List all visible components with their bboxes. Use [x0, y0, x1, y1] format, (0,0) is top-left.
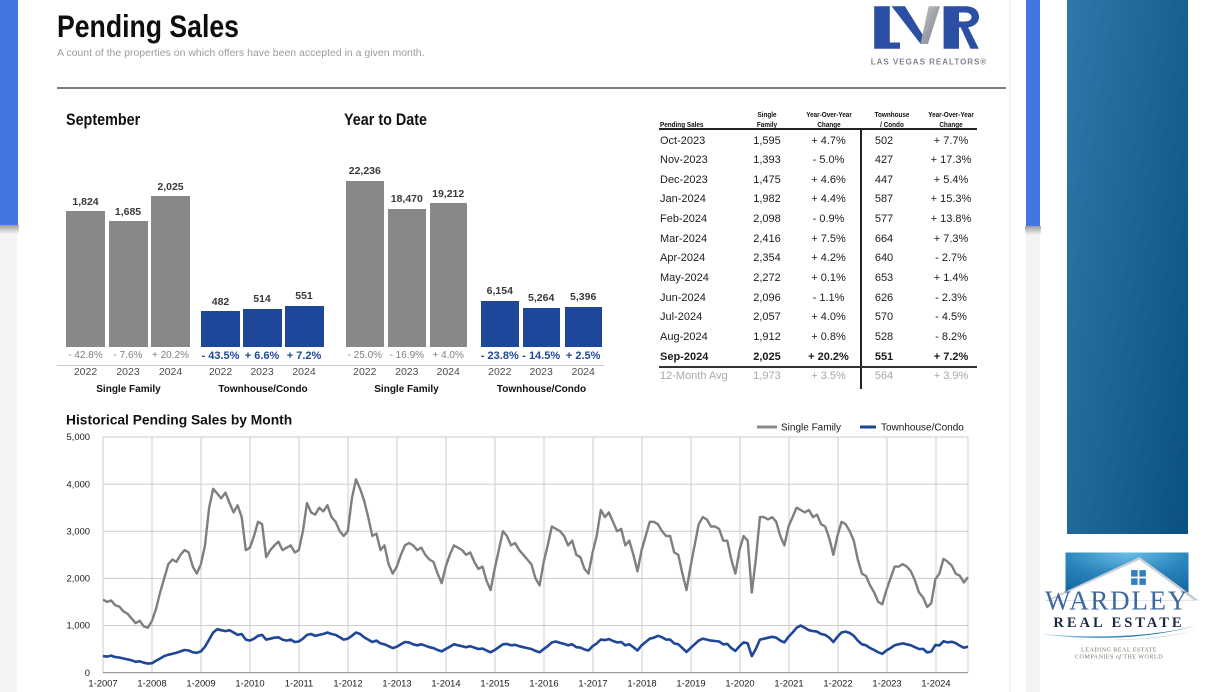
svg-text:WARDLEY: WARDLEY — [1045, 586, 1189, 616]
svg-text:1,000: 1,000 — [67, 620, 90, 631]
svg-text:1-2007: 1-2007 — [88, 678, 117, 689]
svg-text:1-2012: 1-2012 — [333, 678, 362, 689]
svg-text:Historical Pending Sales by Mo: Historical Pending Sales by Month — [66, 413, 292, 428]
svg-text:1-2008: 1-2008 — [137, 678, 166, 689]
svg-text:1-2018: 1-2018 — [627, 678, 656, 689]
svg-text:LEADING REAL ESTATE: LEADING REAL ESTATE — [1081, 647, 1157, 654]
svg-text:1-2023: 1-2023 — [872, 678, 901, 689]
svg-text:Townhouse/Condo: Townhouse/Condo — [881, 423, 964, 434]
svg-text:1-2010: 1-2010 — [235, 678, 264, 689]
svg-text:Single Family: Single Family — [781, 423, 841, 434]
svg-text:1-2024: 1-2024 — [921, 678, 950, 689]
svg-text:3,000: 3,000 — [67, 525, 90, 536]
svg-text:1-2021: 1-2021 — [774, 678, 803, 689]
svg-text:LAS VEGAS REALTORS®: LAS VEGAS REALTORS® — [871, 58, 988, 67]
svg-text:1-2013: 1-2013 — [382, 678, 411, 689]
svg-text:1-2011: 1-2011 — [285, 678, 314, 689]
svg-text:COMPANIES of THE WORLD: COMPANIES of THE WORLD — [1075, 654, 1163, 661]
svg-text:1-2014: 1-2014 — [431, 678, 460, 689]
svg-text:1-2022: 1-2022 — [823, 678, 852, 689]
svg-text:0: 0 — [85, 667, 90, 678]
svg-text:1-2019: 1-2019 — [676, 678, 705, 689]
svg-text:1-2016: 1-2016 — [529, 678, 558, 689]
svg-text:1-2020: 1-2020 — [725, 678, 754, 689]
svg-text:1-2015: 1-2015 — [480, 678, 509, 689]
svg-text:4,000: 4,000 — [67, 478, 90, 489]
svg-text:1-2017: 1-2017 — [578, 678, 607, 689]
svg-text:5,000: 5,000 — [67, 431, 90, 442]
svg-text:REAL ESTATE: REAL ESTATE — [1053, 615, 1184, 631]
svg-text:1-2009: 1-2009 — [186, 678, 215, 689]
svg-text:2,000: 2,000 — [67, 573, 90, 584]
